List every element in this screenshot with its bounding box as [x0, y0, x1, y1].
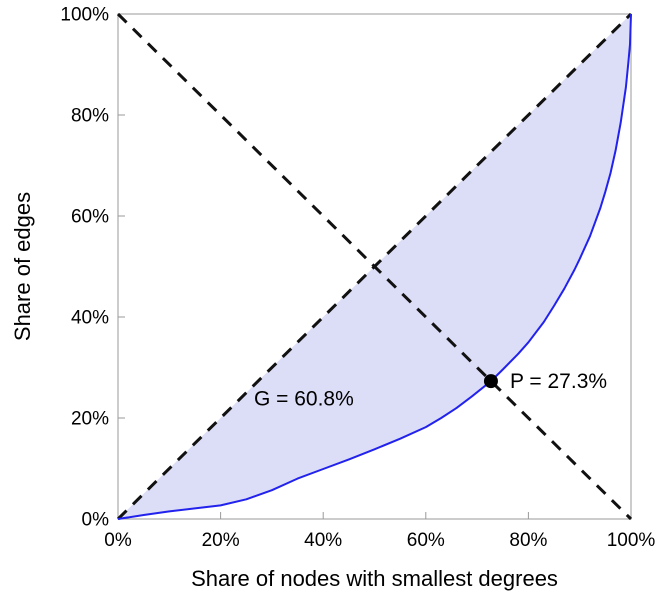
x-tick-label: 100% — [607, 530, 656, 551]
y-axis-title: Share of edges — [10, 192, 35, 341]
x-tick-label: 80% — [509, 530, 547, 551]
point-p-label: P = 27.3% — [510, 370, 607, 393]
plot-box — [117, 13, 632, 520]
lorenz-curve — [117, 13, 632, 520]
y-tick-label: 100% — [60, 5, 109, 26]
x-tick-label: 60% — [407, 530, 445, 551]
gini-label: G = 60.8% — [254, 387, 354, 410]
y-tick-label: 80% — [71, 106, 109, 127]
x-tick-label: 0% — [104, 530, 132, 551]
y-tick-label: 20% — [71, 409, 109, 430]
x-tick-label: 40% — [304, 530, 342, 551]
x-tick-label: 20% — [202, 530, 240, 551]
y-tick-label: 60% — [71, 207, 109, 228]
y-tick-label: 40% — [71, 308, 109, 329]
anti-diagonal — [116, 12, 633, 521]
y-tick-label: 0% — [82, 510, 110, 531]
point-p-marker — [483, 374, 498, 389]
x-axis-title: Share of nodes with smallest degrees — [191, 566, 558, 591]
